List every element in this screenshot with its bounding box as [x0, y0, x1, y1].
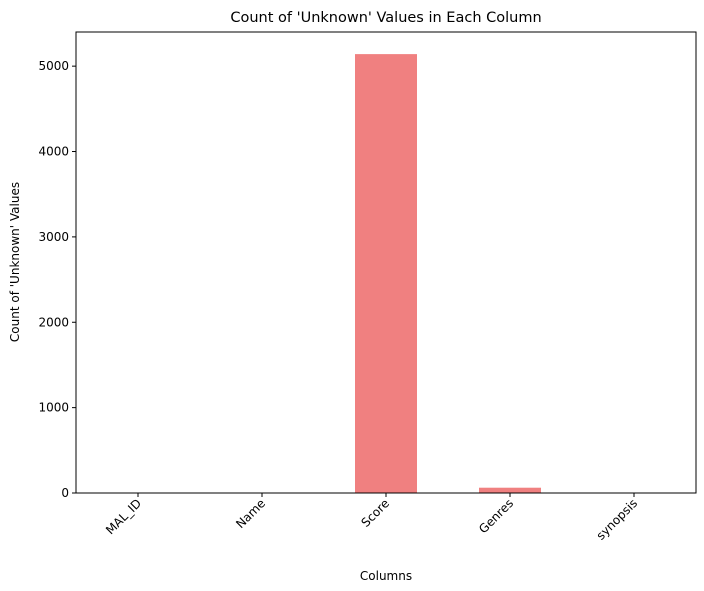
- y-tick-label: 1000: [38, 401, 69, 415]
- bar-score: [355, 54, 417, 494]
- y-axis-label: Count of 'Unknown' Values: [8, 182, 22, 342]
- y-tick-label: 0: [61, 486, 69, 500]
- y-axis: 0 1000 2000 3000 4000 5000: [38, 59, 76, 500]
- y-tick-label: 2000: [38, 315, 69, 329]
- plot-frame: [75, 31, 697, 494]
- y-tick-label: 3000: [38, 230, 69, 244]
- bars-group: [355, 54, 541, 494]
- y-tick-label: 4000: [38, 145, 69, 159]
- x-axis-label: Columns: [360, 569, 412, 583]
- y-tick-label: 5000: [38, 59, 69, 73]
- bar-genres: [479, 487, 541, 493]
- chart-title: Count of 'Unknown' Values in Each Column: [230, 10, 541, 26]
